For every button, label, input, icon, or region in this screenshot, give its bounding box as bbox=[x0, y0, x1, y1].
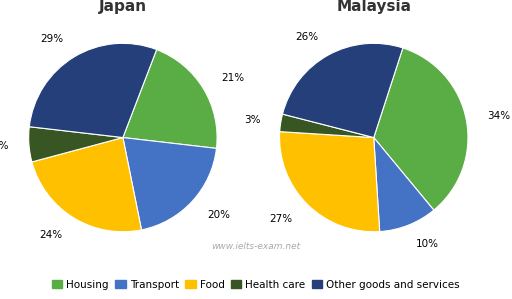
Text: 21%: 21% bbox=[221, 73, 244, 83]
Text: 6%: 6% bbox=[0, 141, 8, 151]
Text: 10%: 10% bbox=[416, 239, 439, 249]
Legend: Housing, Transport, Food, Health care, Other goods and services: Housing, Transport, Food, Health care, O… bbox=[48, 275, 464, 294]
Wedge shape bbox=[29, 127, 123, 162]
Wedge shape bbox=[283, 43, 403, 138]
Wedge shape bbox=[374, 48, 468, 210]
Wedge shape bbox=[280, 114, 374, 138]
Text: 20%: 20% bbox=[207, 210, 230, 220]
Text: 26%: 26% bbox=[295, 32, 318, 42]
Title: Japan: Japan bbox=[99, 0, 147, 14]
Wedge shape bbox=[280, 132, 380, 232]
Wedge shape bbox=[123, 138, 217, 230]
Text: 3%: 3% bbox=[244, 115, 260, 125]
Text: 34%: 34% bbox=[487, 111, 510, 121]
Wedge shape bbox=[374, 138, 434, 231]
Wedge shape bbox=[123, 50, 217, 148]
Wedge shape bbox=[32, 138, 141, 232]
Text: 24%: 24% bbox=[39, 230, 62, 240]
Text: 29%: 29% bbox=[40, 34, 63, 44]
Title: Malaysia: Malaysia bbox=[336, 0, 411, 14]
Text: www.ielts-exam.net: www.ielts-exam.net bbox=[211, 242, 301, 251]
Wedge shape bbox=[29, 43, 157, 138]
Text: 27%: 27% bbox=[269, 214, 292, 224]
